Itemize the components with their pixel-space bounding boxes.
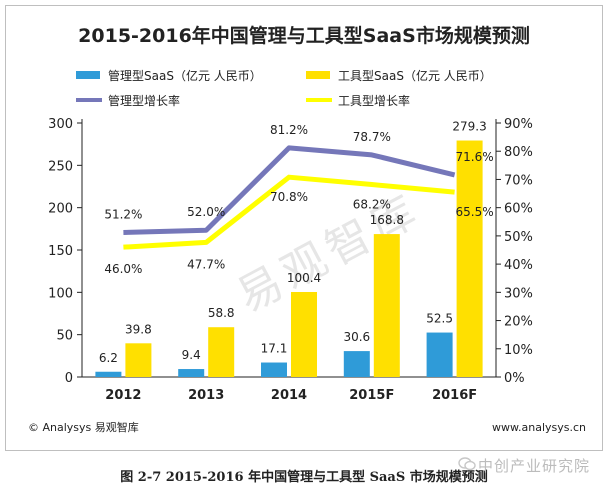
- legend-label-1: 管理型SaaS（亿元 人民币）: [108, 68, 262, 83]
- x-tick-label: 2016F: [432, 388, 477, 403]
- bar-management: [343, 351, 370, 377]
- y-left-tick-label: 200: [48, 202, 73, 217]
- line-management-growth: [123, 145, 456, 236]
- bar-data-label: 17.1: [261, 342, 288, 356]
- y-right-tick-label: 70%: [504, 173, 533, 188]
- chart-svg: 易观智库2015-2016年中国管理与工具型SaaS市场规模预测管理型SaaS（…: [28, 24, 586, 434]
- bar-management: [426, 332, 453, 377]
- source-right: www.analysys.cn: [492, 421, 586, 434]
- legend-label-3: 管理型增长率: [108, 93, 180, 108]
- y-right-tick-label: 80%: [504, 145, 533, 160]
- y-right-tick-label: 90%: [504, 117, 533, 132]
- bar-data-label: 9.4: [182, 348, 201, 362]
- figure-caption: 图 2-7 2015-2016 年中国管理与工具型 SaaS 市场规模预测: [120, 470, 488, 485]
- bar-tool: [208, 327, 235, 377]
- line-data-label: 52.0%: [187, 205, 225, 219]
- wechat-icon: [458, 457, 476, 471]
- x-tick-label: 2015F: [349, 388, 394, 403]
- bar-data-label: 58.8: [208, 306, 235, 320]
- bar-management: [95, 371, 122, 377]
- bar-management: [261, 362, 287, 377]
- y-left-tick-label: 150: [48, 244, 73, 259]
- bar-data-label: 168.8: [370, 213, 404, 227]
- line-data-label: 46.0%: [104, 262, 142, 276]
- bar-tool: [125, 343, 152, 377]
- y-right-tick-label: 40%: [504, 258, 533, 273]
- bar-data-label: 100.4: [287, 271, 321, 285]
- bar-data-label: 52.5: [426, 312, 453, 326]
- line-data-label: 47.7%: [187, 257, 225, 271]
- y-left-tick-label: 100: [48, 286, 73, 301]
- chart-title: 2015-2016年中国管理与工具型SaaS市场规模预测: [78, 24, 530, 47]
- bar-tool: [291, 291, 317, 377]
- brand-watermark: 中创产业研究院: [477, 457, 590, 475]
- bar-data-label: 279.3: [452, 120, 486, 134]
- chart-frame: 易观智库 2015-2016年中国管理与工具型SaaS市场规模预测 管理型SaaS（…: [5, 5, 603, 451]
- y-left-tick-label: 0: [65, 371, 73, 386]
- x-tick-label: 2014: [271, 388, 307, 403]
- legend-label-4: 工具型增长率: [338, 93, 410, 108]
- legend-swatch-1: [76, 71, 100, 79]
- bar-tool: [373, 234, 400, 377]
- y-left-tick-label: 50: [56, 329, 73, 344]
- y-right-tick-label: 10%: [504, 343, 533, 358]
- line-data-label: 71.6%: [456, 150, 494, 164]
- x-tick-label: 2013: [188, 388, 224, 403]
- bar-data-label: 30.6: [343, 330, 370, 344]
- bar-data-label: 6.2: [99, 351, 118, 365]
- y-left-tick-label: 300: [48, 117, 73, 132]
- line-data-label: 68.2%: [353, 198, 391, 212]
- y-right-tick-label: 50%: [504, 230, 533, 245]
- x-tick-label: 2012: [105, 388, 141, 403]
- legend-swatch-2: [306, 71, 330, 79]
- line-data-label: 51.2%: [104, 208, 142, 222]
- legend-label-2: 工具型SaaS（亿元 人民币）: [338, 68, 492, 83]
- y-left-tick-label: 250: [48, 159, 73, 174]
- line-data-label: 81.2%: [270, 123, 308, 137]
- line-data-label: 78.7%: [353, 130, 391, 144]
- y-right-tick-label: 60%: [504, 202, 533, 217]
- bar-data-label: 39.8: [125, 322, 152, 336]
- y-right-tick-label: 0%: [504, 371, 525, 386]
- line-tool-growth: [123, 174, 455, 250]
- source-left: © Analysys 易观智库: [28, 420, 139, 434]
- y-right-tick-label: 20%: [504, 315, 533, 330]
- bar-tool: [456, 140, 483, 377]
- line-data-label: 70.8%: [270, 190, 308, 204]
- line-data-label: 65.5%: [456, 205, 494, 219]
- y-right-tick-label: 30%: [504, 286, 533, 301]
- bar-management: [178, 369, 205, 377]
